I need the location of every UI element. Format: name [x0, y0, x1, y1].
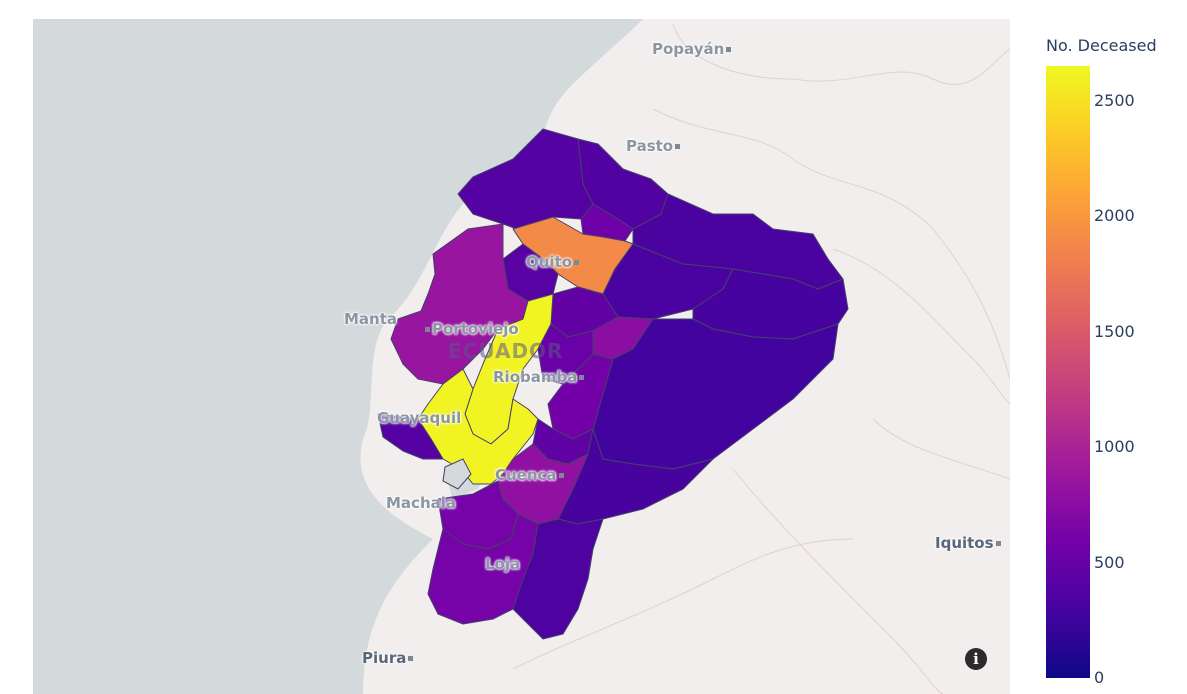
city-label-guayaquil: Guayaquil [377, 409, 462, 427]
colorbar-tick: 2500 [1094, 90, 1135, 110]
city-label-pasto: Pasto [626, 137, 682, 155]
city-label-machala: Machala [386, 494, 457, 512]
provinces [377, 128, 849, 640]
info-icon[interactable]: i [965, 648, 987, 670]
ocean [33, 19, 643, 694]
province [512, 518, 604, 640]
land-borders [512, 23, 1010, 694]
colorbar-tick: 500 [1094, 552, 1125, 572]
city-label-loja: Loja [485, 555, 521, 573]
colorbar-tick: 1000 [1094, 437, 1135, 457]
city-label-piura: Piura [362, 649, 415, 667]
puna-island [442, 458, 472, 490]
city-label-popayan: Popayán [652, 40, 733, 58]
province [602, 243, 734, 320]
colorbar-tick: 2000 [1094, 206, 1135, 226]
city-label-portoviejo: Portoviejo [423, 320, 519, 338]
city-label-iquitos: Iquitos [935, 534, 1003, 552]
province [547, 353, 614, 440]
colorbar [1046, 66, 1090, 678]
country-label-ecuador: ECUADOR [448, 339, 564, 363]
province [377, 413, 444, 460]
colorbar-tick: 1500 [1094, 321, 1135, 341]
map-canvas[interactable] [33, 19, 1010, 694]
city-label-quito: Quito [526, 253, 581, 271]
city-label-riobamba: Riobamba [493, 368, 586, 386]
city-label-cuenca: Cuenca [495, 466, 566, 484]
colorbar-title: No. Deceased [1046, 36, 1157, 55]
map-view[interactable]: Popayán Pasto Quito Manta Portoviejo ECU… [33, 19, 1010, 694]
colorbar-tick: 0 [1094, 668, 1105, 687]
city-label-manta: Manta [344, 310, 398, 328]
